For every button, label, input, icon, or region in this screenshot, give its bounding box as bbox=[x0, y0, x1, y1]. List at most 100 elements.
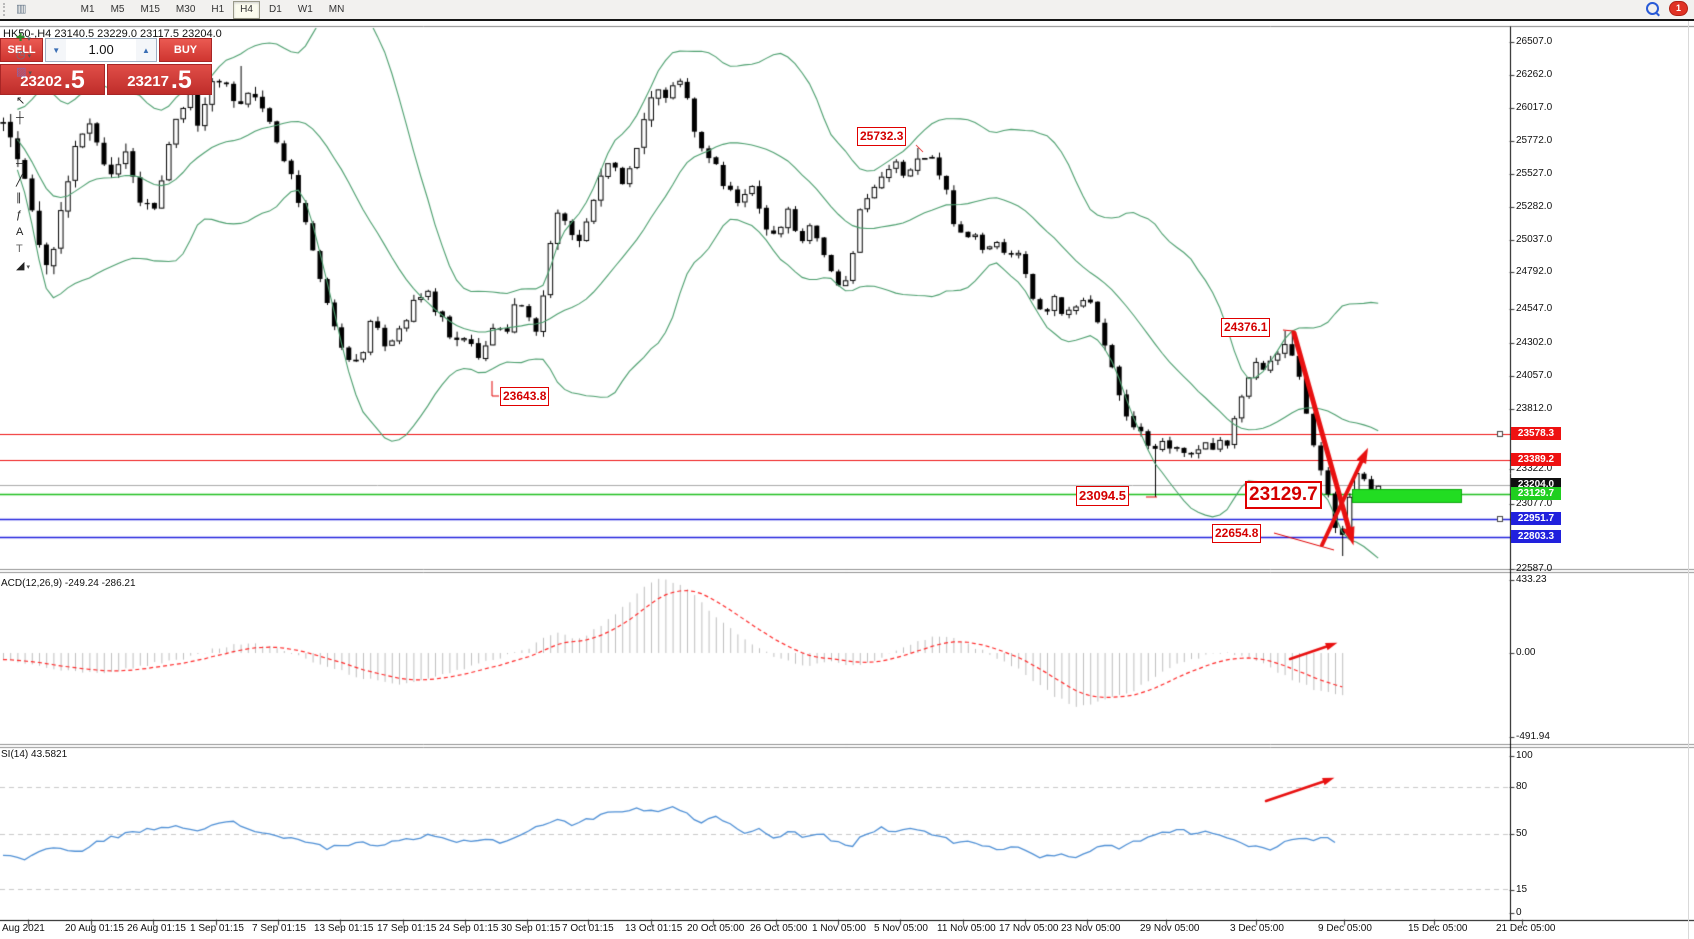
timeframe-w1[interactable]: W1 bbox=[297, 3, 313, 15]
time-axis-label: 17 Sep 01:15 bbox=[377, 923, 437, 934]
time-axis-label: 7 Sep 01:15 bbox=[252, 923, 306, 934]
text-label-icon: T bbox=[16, 243, 23, 255]
one-click-trading-panel: SELL ▼ 1.00 ▲ BUY 23202.5 23217.5 bbox=[0, 38, 212, 95]
text-icon[interactable]: A bbox=[13, 224, 73, 241]
price-axis-tick: 25527.0 bbox=[1516, 168, 1553, 179]
indicators-add-button[interactable]: ✚ ▾ bbox=[13, 30, 73, 47]
crosshair-icon: ┼ bbox=[16, 112, 24, 124]
time-axis-label: 23 Nov 05:00 bbox=[1061, 923, 1121, 934]
price-badge-22951-7: 22951.7 bbox=[1511, 512, 1561, 525]
price-label-23643[interactable]: 23643.8 bbox=[500, 387, 550, 406]
price-label-25732[interactable]: 25732.3 bbox=[857, 127, 907, 146]
buy-button[interactable]: BUY bbox=[159, 38, 212, 62]
sell-price-main: 23202 bbox=[20, 73, 62, 90]
fibonacci-icon: ƒ bbox=[16, 209, 23, 221]
rsi-axis-tick: 100 bbox=[1516, 750, 1533, 761]
time-axis-label: 30 Sep 01:15 bbox=[501, 923, 561, 934]
rsi-axis-tick: 15 bbox=[1516, 884, 1528, 895]
price-axis-tick: 24792.0 bbox=[1516, 266, 1553, 277]
vertical-line-icon[interactable]: │ bbox=[13, 139, 73, 156]
price-label-22654[interactable]: 22654.8 bbox=[1212, 524, 1262, 543]
crosshair-icon[interactable]: ┼ bbox=[13, 110, 73, 127]
time-axis-label: 26 Aug 01:15 bbox=[127, 923, 186, 934]
templates-icon[interactable]: ▨ ▾ bbox=[13, 64, 73, 81]
price-axis-tick: 23812.0 bbox=[1516, 403, 1553, 414]
time-axis-label: 21 Dec 05:00 bbox=[1496, 923, 1556, 934]
sell-button[interactable]: SELL bbox=[0, 38, 44, 62]
chevron-down-icon[interactable]: ▾ bbox=[26, 263, 30, 271]
channel-icon[interactable]: ∥ bbox=[13, 190, 73, 207]
chart-shift-icon[interactable]: ▥ bbox=[13, 1, 73, 18]
search-icon[interactable] bbox=[1646, 2, 1659, 15]
timeframe-m5[interactable]: M5 bbox=[110, 3, 125, 15]
price-axis-tick: 24302.0 bbox=[1516, 337, 1553, 348]
main-toolbar: ▦▾▤新订单◆▣◉●自动交易┃▮≈⊕⊖▦▥▥✚▾◷▾▨▾↖┼│─╱∥ƒAT◢▾ … bbox=[0, 0, 1694, 272]
price-axis-tick: 26017.0 bbox=[1516, 102, 1553, 113]
text-label-icon[interactable]: T bbox=[13, 241, 73, 258]
toolbar-grip[interactable] bbox=[3, 3, 10, 16]
time-axis-label: 13 Sep 01:15 bbox=[314, 923, 374, 934]
arrows-icon: ◢ bbox=[16, 260, 25, 272]
chart-title: HK50-,H4 23140.5 23229.0 23117.5 23204.0 bbox=[3, 28, 222, 40]
price-axis-tick: 23077.0 bbox=[1516, 498, 1553, 509]
timeframe-mn[interactable]: MN bbox=[328, 3, 345, 15]
text-icon: A bbox=[16, 226, 24, 238]
volume-decrease-button[interactable]: ▼ bbox=[46, 39, 67, 61]
time-axis-label: 5 Nov 05:00 bbox=[874, 923, 928, 934]
time-axis-label: 20 Aug 01:15 bbox=[65, 923, 124, 934]
buy-price[interactable]: 23217.5 bbox=[107, 64, 212, 95]
price-axis-tick: 24057.0 bbox=[1516, 370, 1553, 381]
periods-icon: ◷ bbox=[16, 49, 26, 61]
volume-increase-button[interactable]: ▲ bbox=[136, 39, 157, 61]
volume-stepper: ▼ 1.00 ▲ bbox=[45, 38, 158, 62]
timeframe-m30[interactable]: M30 bbox=[175, 3, 196, 15]
price-label-23094[interactable]: 23094.5 bbox=[1076, 486, 1129, 506]
window-right-border bbox=[1688, 21, 1689, 939]
horizontal-line-icon: ─ bbox=[16, 158, 24, 170]
rsi-label: SI(14) 43.5821 bbox=[1, 749, 68, 760]
cursor-icon: ↖ bbox=[16, 95, 26, 107]
cursor-icon[interactable]: ↖ bbox=[13, 93, 73, 110]
price-badge-23129-7: 23129.7 bbox=[1511, 487, 1561, 500]
timeframe-m15[interactable]: M15 bbox=[140, 3, 160, 15]
price-axis-tick: 22587.0 bbox=[1516, 563, 1553, 574]
arrows-icon[interactable]: ◢ ▾ bbox=[13, 258, 73, 275]
trendline-icon[interactable]: ╱ bbox=[13, 173, 73, 190]
periods-icon[interactable]: ◷ ▾ bbox=[13, 47, 73, 64]
timeframe-d1[interactable]: D1 bbox=[268, 3, 282, 15]
price-badge-23578-3: 23578.3 bbox=[1511, 427, 1561, 440]
timeframe-h4[interactable]: H4 bbox=[233, 0, 260, 19]
macd-axis-tick: 433.23 bbox=[1516, 574, 1547, 585]
trendline-icon: ╱ bbox=[16, 175, 23, 187]
notifications-icon[interactable]: 1 bbox=[1669, 1, 1688, 16]
price-label-23129-big[interactable]: 23129.7 bbox=[1245, 481, 1322, 509]
buy-price-main: 23217 bbox=[127, 73, 169, 90]
macd-axis-tick: 0.00 bbox=[1516, 647, 1536, 658]
time-axis-label: 11 Nov 05:00 bbox=[937, 923, 996, 934]
time-axis-label: 1 Sep 01:15 bbox=[190, 923, 244, 934]
rsi-axis-tick: 50 bbox=[1516, 828, 1528, 839]
timeframe-h1[interactable]: H1 bbox=[211, 3, 225, 15]
chevron-down-icon[interactable]: ▾ bbox=[27, 52, 32, 60]
time-axis-label: 9 Dec 05:00 bbox=[1318, 923, 1372, 934]
price-axis-tick: 25772.0 bbox=[1516, 135, 1553, 146]
time-axis-label: 29 Nov 05:00 bbox=[1140, 923, 1200, 934]
sell-price[interactable]: 23202.5 bbox=[0, 64, 105, 95]
time-axis-label: 13 Oct 01:15 bbox=[625, 923, 683, 934]
volume-input[interactable]: 1.00 bbox=[66, 39, 137, 61]
time-axis-label: 15 Dec 05:00 bbox=[1408, 923, 1468, 934]
time-axis-label: 7 Oct 01:15 bbox=[562, 923, 614, 934]
rsi-axis-tick: 80 bbox=[1516, 781, 1528, 792]
horizontal-line-icon[interactable]: ─ bbox=[13, 156, 73, 173]
chart-shift-icon: ▥ bbox=[16, 3, 27, 15]
price-badge-23389-2: 23389.2 bbox=[1511, 453, 1561, 466]
chevron-down-icon[interactable]: ▾ bbox=[27, 35, 31, 43]
price-axis-tick: 23322.0 bbox=[1516, 463, 1553, 474]
price-label-24376[interactable]: 24376.1 bbox=[1221, 318, 1271, 337]
channel-icon: ∥ bbox=[16, 192, 22, 204]
fibonacci-icon[interactable]: ƒ bbox=[13, 207, 73, 224]
timeframe-m1[interactable]: M1 bbox=[80, 3, 95, 15]
time-axis-label: 1 Nov 05:00 bbox=[812, 923, 866, 934]
chevron-down-icon[interactable]: ▾ bbox=[28, 69, 32, 77]
